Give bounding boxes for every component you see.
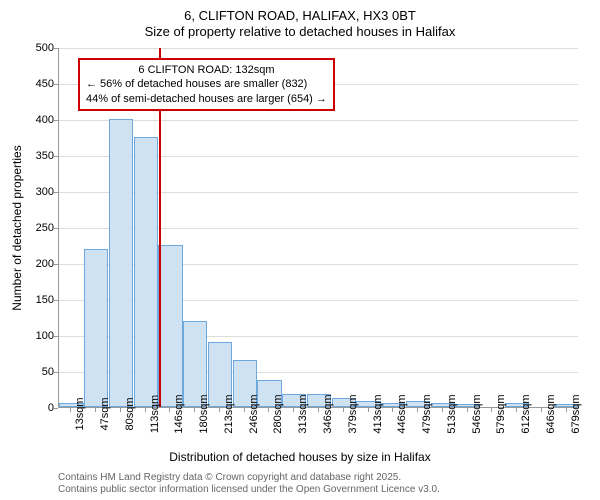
x-tick bbox=[120, 408, 121, 412]
x-tick-label: 513sqm bbox=[446, 394, 458, 433]
x-tick bbox=[244, 408, 245, 412]
y-tick-label: 150 bbox=[36, 294, 54, 306]
x-tick-label: 446sqm bbox=[396, 394, 408, 433]
footer-line2: Contains public sector information licen… bbox=[58, 484, 440, 496]
x-tick bbox=[541, 408, 542, 412]
bar bbox=[109, 119, 133, 407]
x-tick-label: 246sqm bbox=[248, 394, 260, 433]
y-tick-label: 250 bbox=[36, 222, 54, 234]
x-tick-label: 612sqm bbox=[520, 394, 532, 433]
y-tick bbox=[54, 372, 58, 373]
y-tick-label: 200 bbox=[36, 258, 54, 270]
x-tick-label: 313sqm bbox=[297, 394, 309, 433]
y-tick bbox=[54, 408, 58, 409]
y-tick bbox=[54, 336, 58, 337]
y-tick-label: 500 bbox=[36, 42, 54, 54]
annotation-line1: 6 CLIFTON ROAD: 132sqm bbox=[86, 63, 327, 77]
footer-line1: Contains HM Land Registry data © Crown c… bbox=[58, 472, 440, 484]
x-tick-label: 47sqm bbox=[99, 397, 111, 430]
x-tick-label: 413sqm bbox=[372, 394, 384, 433]
x-tick-label: 80sqm bbox=[124, 397, 136, 430]
x-tick-label: 113sqm bbox=[149, 395, 161, 433]
annotation-box: 6 CLIFTON ROAD: 132sqm← 56% of detached … bbox=[78, 58, 335, 111]
chart-title-line2: Size of property relative to detached ho… bbox=[0, 24, 600, 39]
y-tick bbox=[54, 228, 58, 229]
y-tick-label: 50 bbox=[42, 366, 54, 378]
chart-title-line1: 6, CLIFTON ROAD, HALIFAX, HX3 0BT bbox=[0, 8, 600, 23]
y-tick-label: 300 bbox=[36, 186, 54, 198]
bar bbox=[134, 137, 158, 407]
x-tick bbox=[194, 408, 195, 412]
x-tick bbox=[219, 408, 220, 412]
y-tick bbox=[54, 48, 58, 49]
x-tick-label: 146sqm bbox=[173, 394, 185, 433]
footer-text: Contains HM Land Registry data © Crown c… bbox=[58, 472, 440, 496]
x-tick bbox=[566, 408, 567, 412]
x-tick bbox=[95, 408, 96, 412]
y-tick bbox=[54, 84, 58, 85]
annotation-line3: 44% of semi-detached houses are larger (… bbox=[86, 92, 327, 106]
annotation-line2: ← 56% of detached houses are smaller (83… bbox=[86, 77, 327, 91]
x-tick-label: 479sqm bbox=[421, 394, 433, 433]
x-tick-label: 13sqm bbox=[74, 397, 86, 430]
x-tick-label: 346sqm bbox=[322, 394, 334, 433]
y-tick bbox=[54, 156, 58, 157]
y-tick bbox=[54, 120, 58, 121]
y-tick-label: 350 bbox=[36, 150, 54, 162]
x-tick-label: 280sqm bbox=[272, 394, 284, 433]
x-tick bbox=[516, 408, 517, 412]
y-tick-label: 400 bbox=[36, 114, 54, 126]
x-tick-label: 379sqm bbox=[347, 394, 359, 433]
y-tick bbox=[54, 192, 58, 193]
x-tick bbox=[145, 408, 146, 412]
x-tick bbox=[70, 408, 71, 412]
x-tick bbox=[392, 408, 393, 412]
x-tick bbox=[467, 408, 468, 412]
x-tick bbox=[268, 408, 269, 412]
x-tick-label: 679sqm bbox=[570, 394, 582, 433]
x-tick-label: 213sqm bbox=[223, 394, 235, 433]
y-tick bbox=[54, 300, 58, 301]
x-tick-label: 579sqm bbox=[495, 394, 507, 433]
x-tick bbox=[442, 408, 443, 412]
x-tick-label: 546sqm bbox=[471, 394, 483, 433]
grid-line bbox=[59, 120, 578, 121]
x-tick bbox=[417, 408, 418, 412]
y-tick bbox=[54, 264, 58, 265]
bar bbox=[158, 245, 182, 407]
y-tick-label: 450 bbox=[36, 78, 54, 90]
y-tick-label: 100 bbox=[36, 330, 54, 342]
x-tick bbox=[169, 408, 170, 412]
x-tick bbox=[343, 408, 344, 412]
x-tick bbox=[368, 408, 369, 412]
x-tick bbox=[293, 408, 294, 412]
bar bbox=[84, 249, 108, 407]
x-tick bbox=[491, 408, 492, 412]
grid-line bbox=[59, 48, 578, 49]
y-axis-label: Number of detached properties bbox=[10, 145, 24, 310]
x-tick bbox=[318, 408, 319, 412]
x-tick-label: 180sqm bbox=[198, 394, 210, 433]
x-tick-label: 646sqm bbox=[545, 394, 557, 433]
x-axis-label: Distribution of detached houses by size … bbox=[0, 450, 600, 464]
